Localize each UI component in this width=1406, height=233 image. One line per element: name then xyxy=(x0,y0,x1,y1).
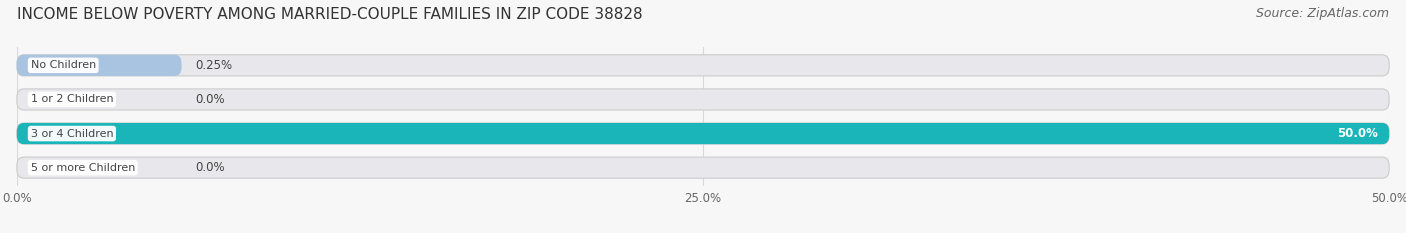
Text: No Children: No Children xyxy=(31,60,96,70)
FancyBboxPatch shape xyxy=(17,157,1389,178)
Text: 0.0%: 0.0% xyxy=(195,161,225,174)
Text: Source: ZipAtlas.com: Source: ZipAtlas.com xyxy=(1256,7,1389,20)
Text: INCOME BELOW POVERTY AMONG MARRIED-COUPLE FAMILIES IN ZIP CODE 38828: INCOME BELOW POVERTY AMONG MARRIED-COUPL… xyxy=(17,7,643,22)
Text: 3 or 4 Children: 3 or 4 Children xyxy=(31,129,114,139)
FancyBboxPatch shape xyxy=(17,55,1389,76)
FancyBboxPatch shape xyxy=(17,89,1389,110)
Text: 1 or 2 Children: 1 or 2 Children xyxy=(31,94,114,104)
Text: 0.25%: 0.25% xyxy=(195,59,232,72)
FancyBboxPatch shape xyxy=(17,123,1389,144)
Text: 50.0%: 50.0% xyxy=(1337,127,1378,140)
FancyBboxPatch shape xyxy=(17,123,1389,144)
Text: 5 or more Children: 5 or more Children xyxy=(31,163,135,173)
Text: 0.0%: 0.0% xyxy=(195,93,225,106)
FancyBboxPatch shape xyxy=(17,55,181,76)
